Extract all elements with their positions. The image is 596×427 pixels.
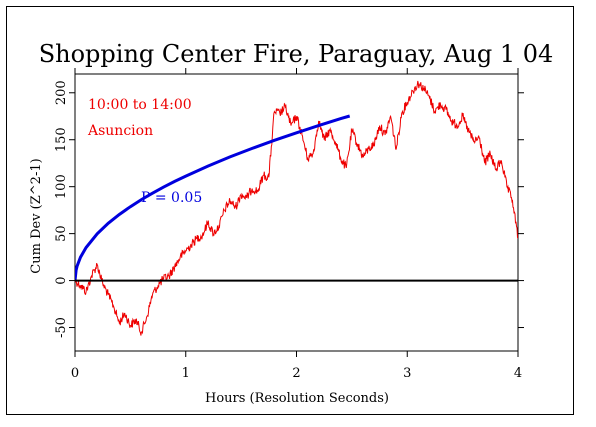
y-tick-label: 100 bbox=[54, 174, 69, 199]
x-axis-label: Hours (Resolution Seconds) bbox=[205, 391, 389, 406]
chart-title: Shopping Center Fire, Paraguay, Aug 1 04 bbox=[39, 40, 554, 68]
series-layer bbox=[75, 80, 518, 336]
p-005-envelope-line bbox=[75, 114, 351, 281]
y-tick-label: 150 bbox=[54, 127, 69, 152]
y-tick-label: 0 bbox=[54, 276, 69, 284]
y-tick-label: 50 bbox=[54, 225, 69, 242]
x-tick-label: 1 bbox=[182, 366, 190, 381]
axis-ticks: 0 1 2 3 4 -50 0 50 100 150 200 bbox=[54, 68, 524, 381]
annotation-location: Asuncion bbox=[87, 123, 153, 139]
plot-area bbox=[74, 73, 519, 352]
x-tick-label: 4 bbox=[514, 366, 522, 381]
y-tick-label: -50 bbox=[54, 317, 69, 338]
annotation-p-value: P = 0.05 bbox=[141, 190, 202, 206]
cumdev-series-line bbox=[75, 80, 518, 336]
x-tick-label: 2 bbox=[292, 366, 300, 381]
x-tick-label: 0 bbox=[71, 366, 79, 381]
annotation-time-range: 10:00 to 14:00 bbox=[88, 97, 192, 113]
y-axis-label: Cum Dev (Z^2-1) bbox=[29, 158, 44, 273]
x-tick-label: 3 bbox=[403, 366, 411, 381]
y-tick-label: 200 bbox=[54, 80, 69, 105]
